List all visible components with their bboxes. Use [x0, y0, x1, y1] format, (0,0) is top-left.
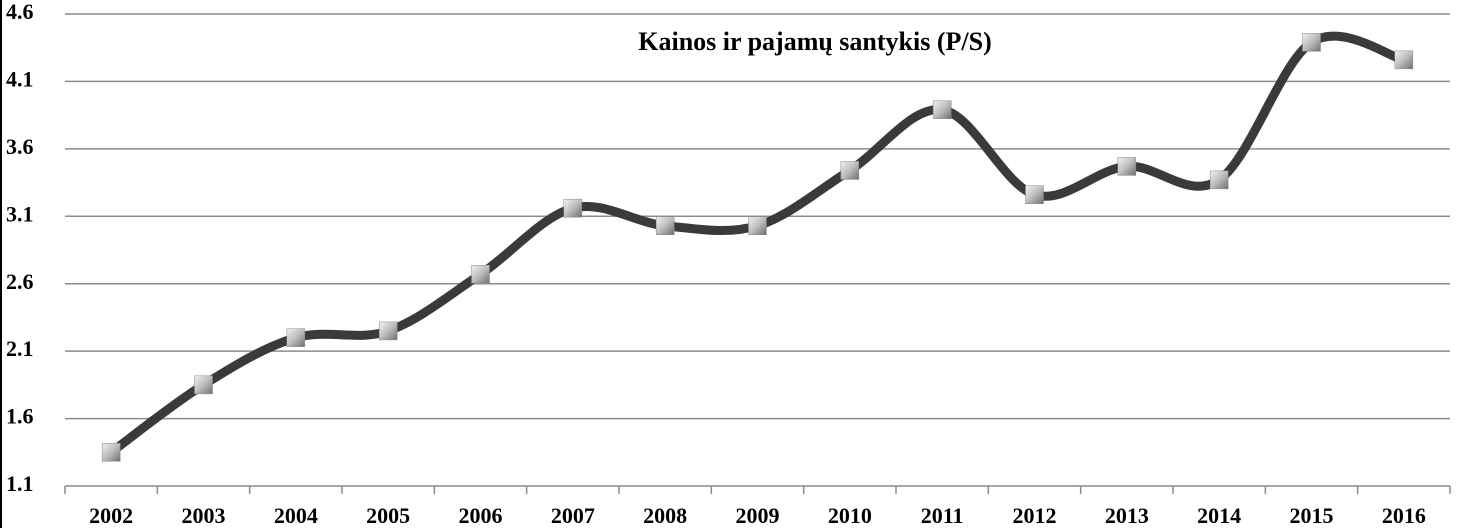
y-tick-label: 4.1: [6, 66, 34, 91]
data-marker: [1117, 157, 1137, 176]
y-tick-label: 4.6: [6, 0, 34, 24]
y-tick-label: 2.6: [6, 269, 34, 294]
y-tick-label: 3.1: [6, 201, 34, 226]
x-tick-label: 2013: [1105, 503, 1149, 528]
y-tick-label: 1.1: [6, 471, 34, 496]
data-marker: [932, 100, 952, 119]
x-tick-label: 2009: [736, 503, 780, 528]
x-tick-label: 2004: [274, 503, 318, 528]
data-marker: [378, 321, 398, 341]
y-tick-label: 1.6: [6, 404, 34, 429]
x-tick-label: 2014: [1197, 503, 1241, 528]
data-marker: [286, 328, 306, 347]
x-tick-label: 2016: [1382, 503, 1426, 528]
data-marker: [748, 216, 767, 235]
y-tick-label: 3.6: [6, 134, 34, 159]
data-marker: [471, 265, 490, 284]
data-marker: [101, 443, 121, 462]
x-tick-label: 2011: [921, 503, 964, 528]
x-tick-label: 2010: [828, 503, 872, 528]
data-marker: [1394, 50, 1414, 70]
x-tick-label: 2005: [366, 503, 410, 528]
data-marker: [1025, 185, 1044, 204]
x-tick-label: 2008: [643, 503, 687, 528]
data-marker: [840, 161, 860, 180]
x-tick-label: 2007: [551, 503, 595, 528]
data-marker: [1209, 170, 1229, 190]
x-tick-label: 2015: [1290, 503, 1334, 528]
data-line: [106, 31, 1409, 457]
chart-title: Kainos ir pajamų santykis (P/S): [638, 27, 991, 56]
x-tick-label: 2002: [89, 503, 133, 528]
data-marker: [1302, 33, 1321, 52]
data-marker: [563, 198, 583, 218]
data-marker: [655, 216, 675, 235]
x-tick-label: 2012: [1013, 503, 1057, 528]
y-tick-label: 2.1: [6, 336, 34, 361]
x-tick-label: 2003: [182, 503, 226, 528]
data-marker: [194, 375, 213, 395]
x-tick-label: 2006: [459, 503, 503, 528]
